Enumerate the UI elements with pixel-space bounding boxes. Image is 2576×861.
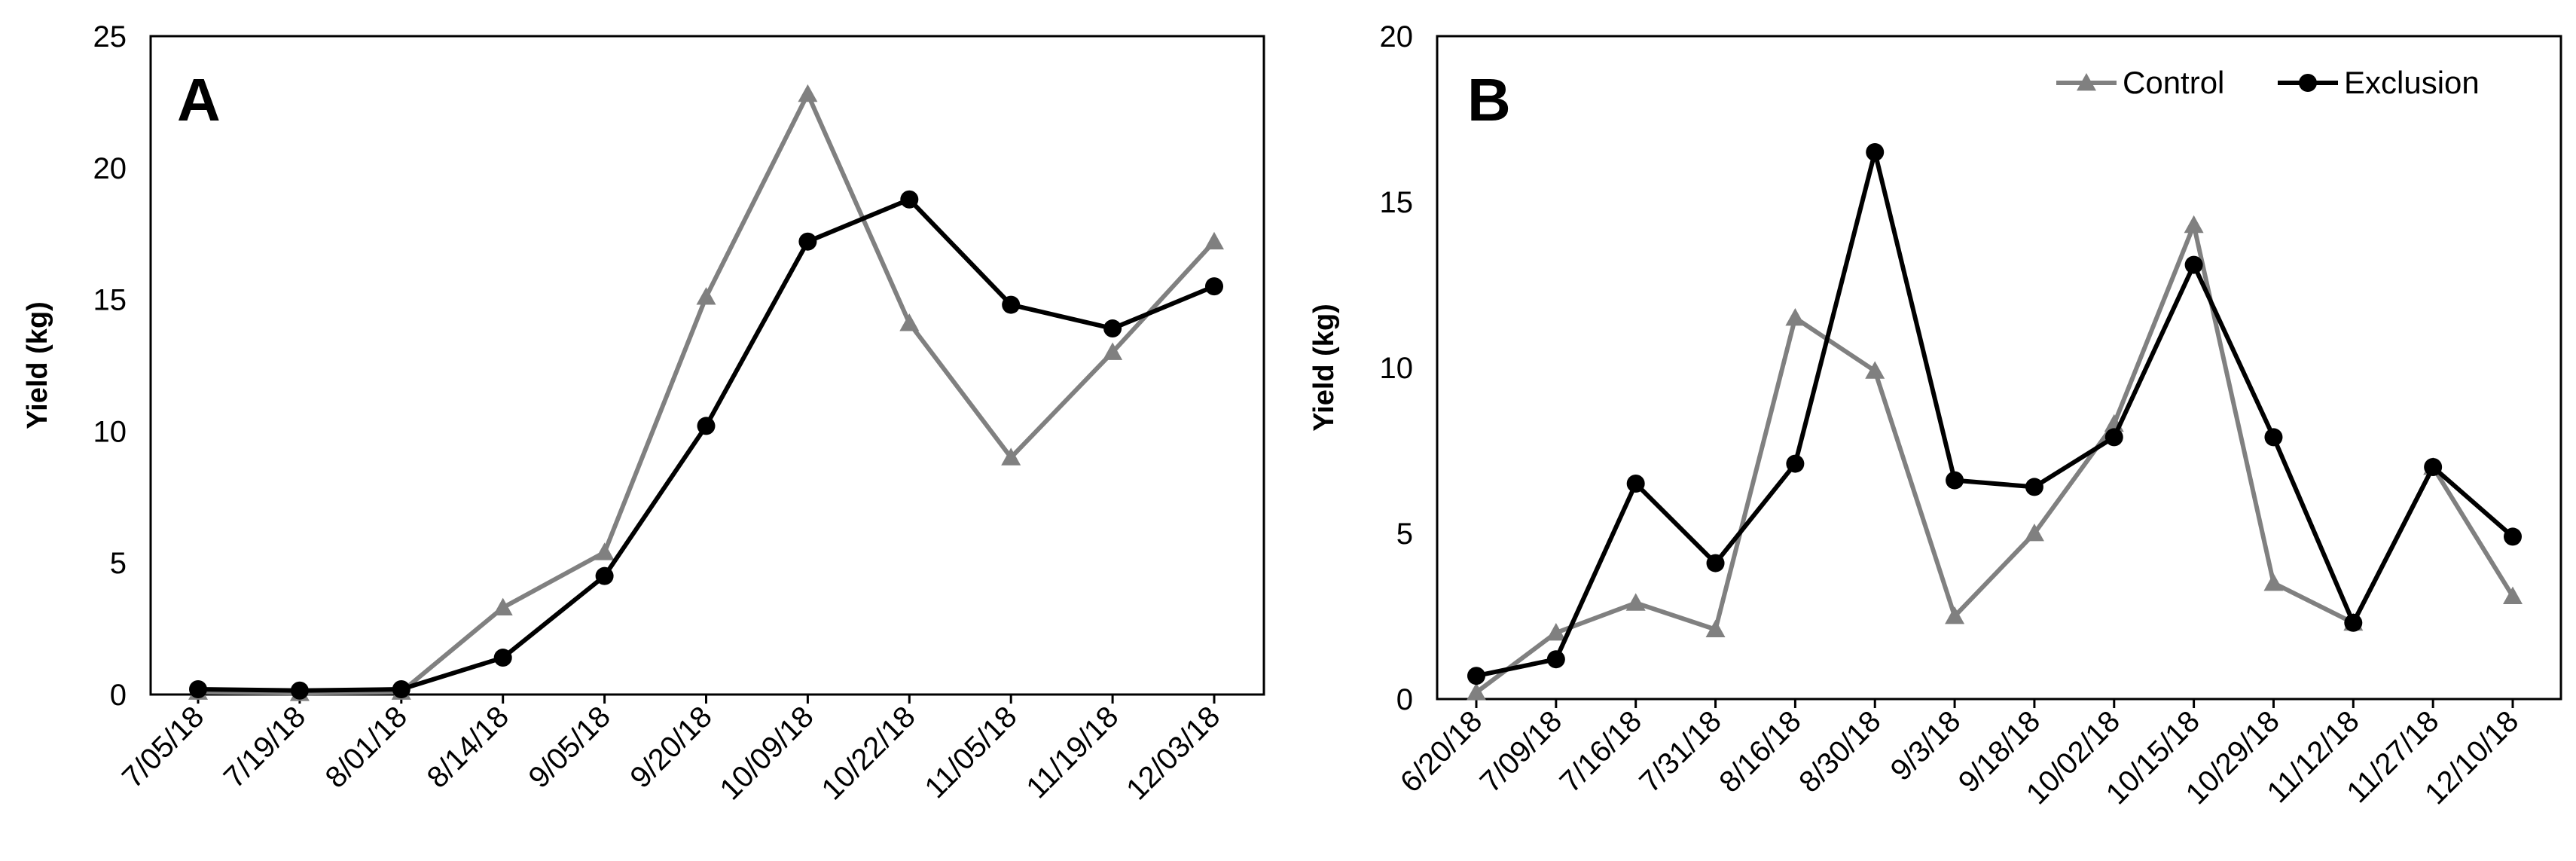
panel-a-control-point: [594, 542, 615, 560]
panel-b-plot-frame: [1436, 35, 2562, 701]
legend-exclusion-label: Exclusion: [2344, 65, 2480, 100]
panel-a-control-point: [798, 84, 818, 102]
panel-a-y-tick-label: 15: [93, 284, 127, 317]
panel-a-control-point: [493, 597, 513, 616]
panel-a-exclusion-point: [189, 680, 207, 699]
panel-a-y-tick-label: 0: [110, 679, 127, 712]
panel-a-label: A: [177, 66, 221, 133]
panel-b-exclusion-point: [1866, 143, 1885, 161]
panel-b-control-point: [2263, 573, 2284, 591]
panel-a-exclusion-point: [493, 649, 512, 667]
panel-b-control-point: [1705, 619, 1726, 637]
legend-control-marker: [2077, 73, 2096, 91]
panel-b-exclusion-point: [2264, 428, 2283, 447]
panel-b-exclusion-point: [1706, 554, 1725, 572]
legend-control-label: Control: [2123, 65, 2224, 100]
panel-b-exclusion-line: [1476, 150, 2514, 679]
panel-a-control-point: [696, 287, 716, 305]
panel-b-control-point: [1467, 682, 1486, 701]
panel-a-exclusion-point: [697, 417, 716, 435]
panel-b-exclusion-point: [1946, 471, 1964, 490]
panel-a-exclusion-point: [392, 680, 411, 699]
panel-b-exclusion-point: [1626, 475, 1645, 493]
panel-a-y-axis-label: Yield (kg): [22, 301, 53, 429]
panel-a-y-tick-label: 25: [93, 20, 127, 53]
panel-a-control-point: [1103, 342, 1123, 360]
panel-a-exclusion-point: [1002, 295, 1021, 314]
panel-b-control-point: [1945, 606, 1965, 624]
panel-b-y-tick-label: 20: [1380, 20, 1414, 53]
panel-a-control-point: [1204, 231, 1224, 250]
panel-a-control-point: [1001, 447, 1021, 466]
panel-b-exclusion-point: [1467, 667, 1485, 685]
panel-b-exclusion-point: [1786, 454, 1805, 473]
panel-a-exclusion-point: [1205, 277, 1223, 296]
panel-b-control-point: [2503, 586, 2523, 604]
panel-b-exclusion-point: [1546, 650, 1565, 669]
legend: Control Exclusion: [2056, 65, 2480, 100]
panel-b-control-point: [2184, 215, 2204, 234]
panel-b-y-tick-label: 15: [1380, 186, 1414, 219]
panel-b-control-line: [1475, 222, 2515, 695]
panel-b-control-point: [2024, 524, 2044, 542]
panel-a-exclusion-point: [1103, 319, 1122, 338]
panel-b-exclusion-point: [2504, 527, 2522, 546]
panel-a-exclusion-point: [290, 681, 309, 700]
panel-b-y-axis-label: Yield (kg): [1308, 304, 1340, 432]
panel-b-exclusion-point: [2424, 458, 2443, 476]
panel-b-y-tick-label: 0: [1396, 683, 1413, 716]
panel-b-control-point: [1625, 593, 1646, 611]
panel-a-exclusion-point: [595, 566, 614, 585]
panel-b-exclusion-point: [2104, 428, 2123, 447]
panel-b-exclusion-point: [2344, 613, 2363, 632]
panel-b-y-tick-label: 5: [1396, 518, 1413, 551]
panel-b-y-tick-label: 10: [1380, 352, 1414, 385]
panel-b-control-point: [1785, 308, 1805, 326]
legend-exclusion-marker: [2299, 74, 2317, 92]
panel-a-exclusion-point: [900, 190, 919, 209]
panel-b-control-point: [1546, 623, 1566, 641]
panel-a-y-tick-label: 10: [93, 415, 127, 448]
panel-b-label: B: [1467, 66, 1511, 133]
panel-b-exclusion-point: [2184, 255, 2203, 274]
panel-b-control-point: [1865, 361, 1885, 379]
panel-b-exclusion-point: [2025, 478, 2043, 496]
panel-a-exclusion-point: [798, 232, 817, 251]
panel-a-y-tick-label: 5: [110, 547, 127, 580]
panel-a-y-tick-label: 20: [93, 152, 127, 185]
panel-a-control-point: [899, 313, 920, 331]
